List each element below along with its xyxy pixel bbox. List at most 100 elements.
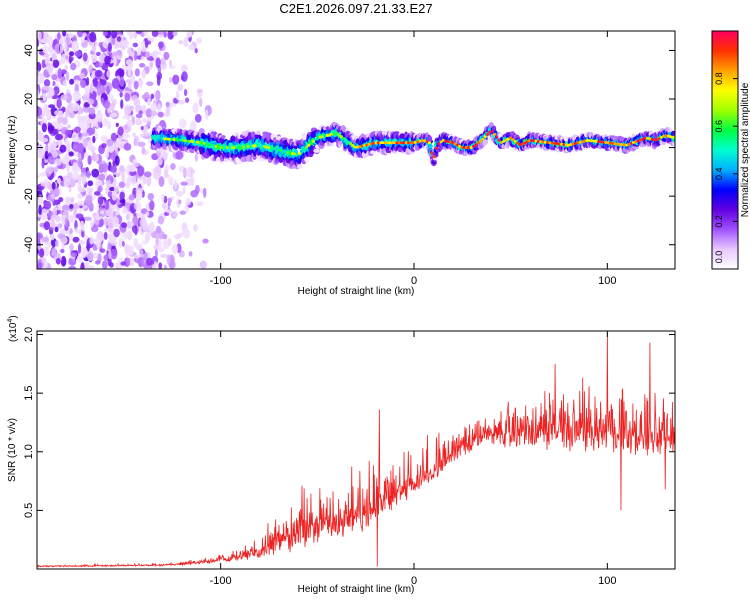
noise-blob: [69, 228, 73, 235]
spectral-blob: [301, 134, 308, 139]
noise-blob: [52, 53, 58, 61]
noise-blob: [80, 262, 85, 269]
noise-blob: [182, 229, 191, 239]
noise-blob: [141, 69, 146, 79]
noise-blob: [137, 80, 144, 88]
ridge-core: [483, 135, 487, 139]
noise-blob: [186, 166, 191, 178]
noise-blob: [101, 62, 109, 71]
colorbar-tick-label: 0.8: [714, 72, 724, 85]
noise-blob: [143, 171, 152, 178]
snr-x-tick-label: 0: [411, 575, 417, 587]
noise-blob: [147, 117, 153, 122]
ridge-core: [179, 138, 183, 142]
ridge-core: [230, 146, 234, 149]
ridge-core: [655, 138, 659, 142]
noise-blob: [70, 251, 78, 257]
ridge-core: [395, 141, 399, 145]
noise-blob: [157, 111, 164, 118]
noise-blob: [155, 89, 161, 101]
noise-blob: [177, 99, 186, 105]
noise-blob: [37, 199, 42, 205]
spectral-blob: [369, 150, 376, 155]
noise-blob: [37, 106, 43, 117]
noise-blob: [171, 244, 179, 255]
ridge-core: [464, 146, 469, 149]
noise-blob: [106, 85, 110, 95]
noise-blob: [72, 102, 80, 112]
noise-blob: [59, 43, 64, 54]
noise-blob: [78, 115, 86, 122]
noise-blob: [52, 207, 57, 218]
noise-blob: [62, 80, 67, 87]
noise-blob: [124, 111, 129, 117]
noise-blob: [86, 170, 91, 179]
noise-blob: [49, 233, 55, 241]
ridge-core: [300, 150, 304, 153]
noise-blob: [170, 162, 176, 170]
ridge-core: [439, 140, 443, 144]
noise-blob: [105, 179, 111, 187]
noise-blob: [74, 126, 81, 134]
noise-blob: [105, 149, 110, 159]
ridge-core: [437, 142, 441, 146]
noise-blob: [64, 217, 69, 228]
ridge-core: [351, 143, 355, 147]
noise-blob: [158, 246, 165, 253]
noise-blob: [51, 248, 57, 257]
noise-blob: [92, 135, 96, 144]
noise-blob: [39, 172, 47, 177]
noise-blob: [157, 231, 165, 240]
noise-blob: [182, 186, 186, 195]
noise-blob: [43, 79, 51, 87]
noise-blob: [178, 40, 184, 45]
noise-blob: [133, 80, 139, 90]
noise-blob: [71, 40, 79, 52]
noise-blob: [180, 64, 188, 73]
noise-blob: [53, 86, 60, 95]
noise-blob: [46, 109, 52, 119]
noise-blob: [157, 103, 161, 113]
spectral-blob: [291, 164, 296, 169]
noise-blob: [158, 262, 163, 269]
noise-blob: [55, 215, 61, 223]
noise-blob: [177, 232, 184, 237]
ridge-core: [520, 142, 524, 146]
noise-blob: [175, 150, 184, 160]
ridge-core: [344, 138, 348, 142]
spectral-blob: [254, 134, 261, 139]
spectrogram-x-ticks: -100 0 100: [210, 31, 617, 287]
noise-blob: [122, 39, 130, 49]
noise-blob: [104, 199, 110, 211]
noise-blob: [68, 266, 77, 269]
noise-blob: [137, 46, 141, 56]
noise-blob: [69, 204, 74, 210]
noise-blob: [52, 59, 60, 68]
noise-blob: [63, 177, 71, 188]
noise-blob: [155, 235, 159, 246]
noise-blob: [111, 78, 120, 89]
ridge-core: [420, 139, 425, 142]
noise-blob: [97, 185, 103, 193]
noise-blob: [153, 261, 158, 268]
ridge-core: [348, 142, 353, 145]
ridge-core: [469, 146, 473, 149]
spectrogram-y-tick-label: 40: [23, 44, 35, 56]
noise-blob: [95, 70, 103, 78]
noise-blob: [141, 146, 146, 155]
noise-blob: [68, 215, 74, 223]
noise-blob: [54, 226, 59, 233]
noise-blob: [56, 116, 64, 123]
noise-blob: [157, 50, 162, 56]
ridge-core: [430, 151, 434, 155]
spectrogram-x-tick-label: 0: [411, 275, 417, 287]
noise-blob: [91, 53, 98, 63]
snr-scale-note: (x104): [7, 315, 19, 342]
noise-blob: [138, 110, 143, 115]
noise-blob: [52, 81, 56, 87]
noise-blob: [51, 181, 56, 190]
snr-frame: [36, 330, 676, 570]
noise-blob: [77, 243, 82, 254]
noise-blob: [116, 49, 122, 56]
noise-blob: [48, 88, 55, 97]
